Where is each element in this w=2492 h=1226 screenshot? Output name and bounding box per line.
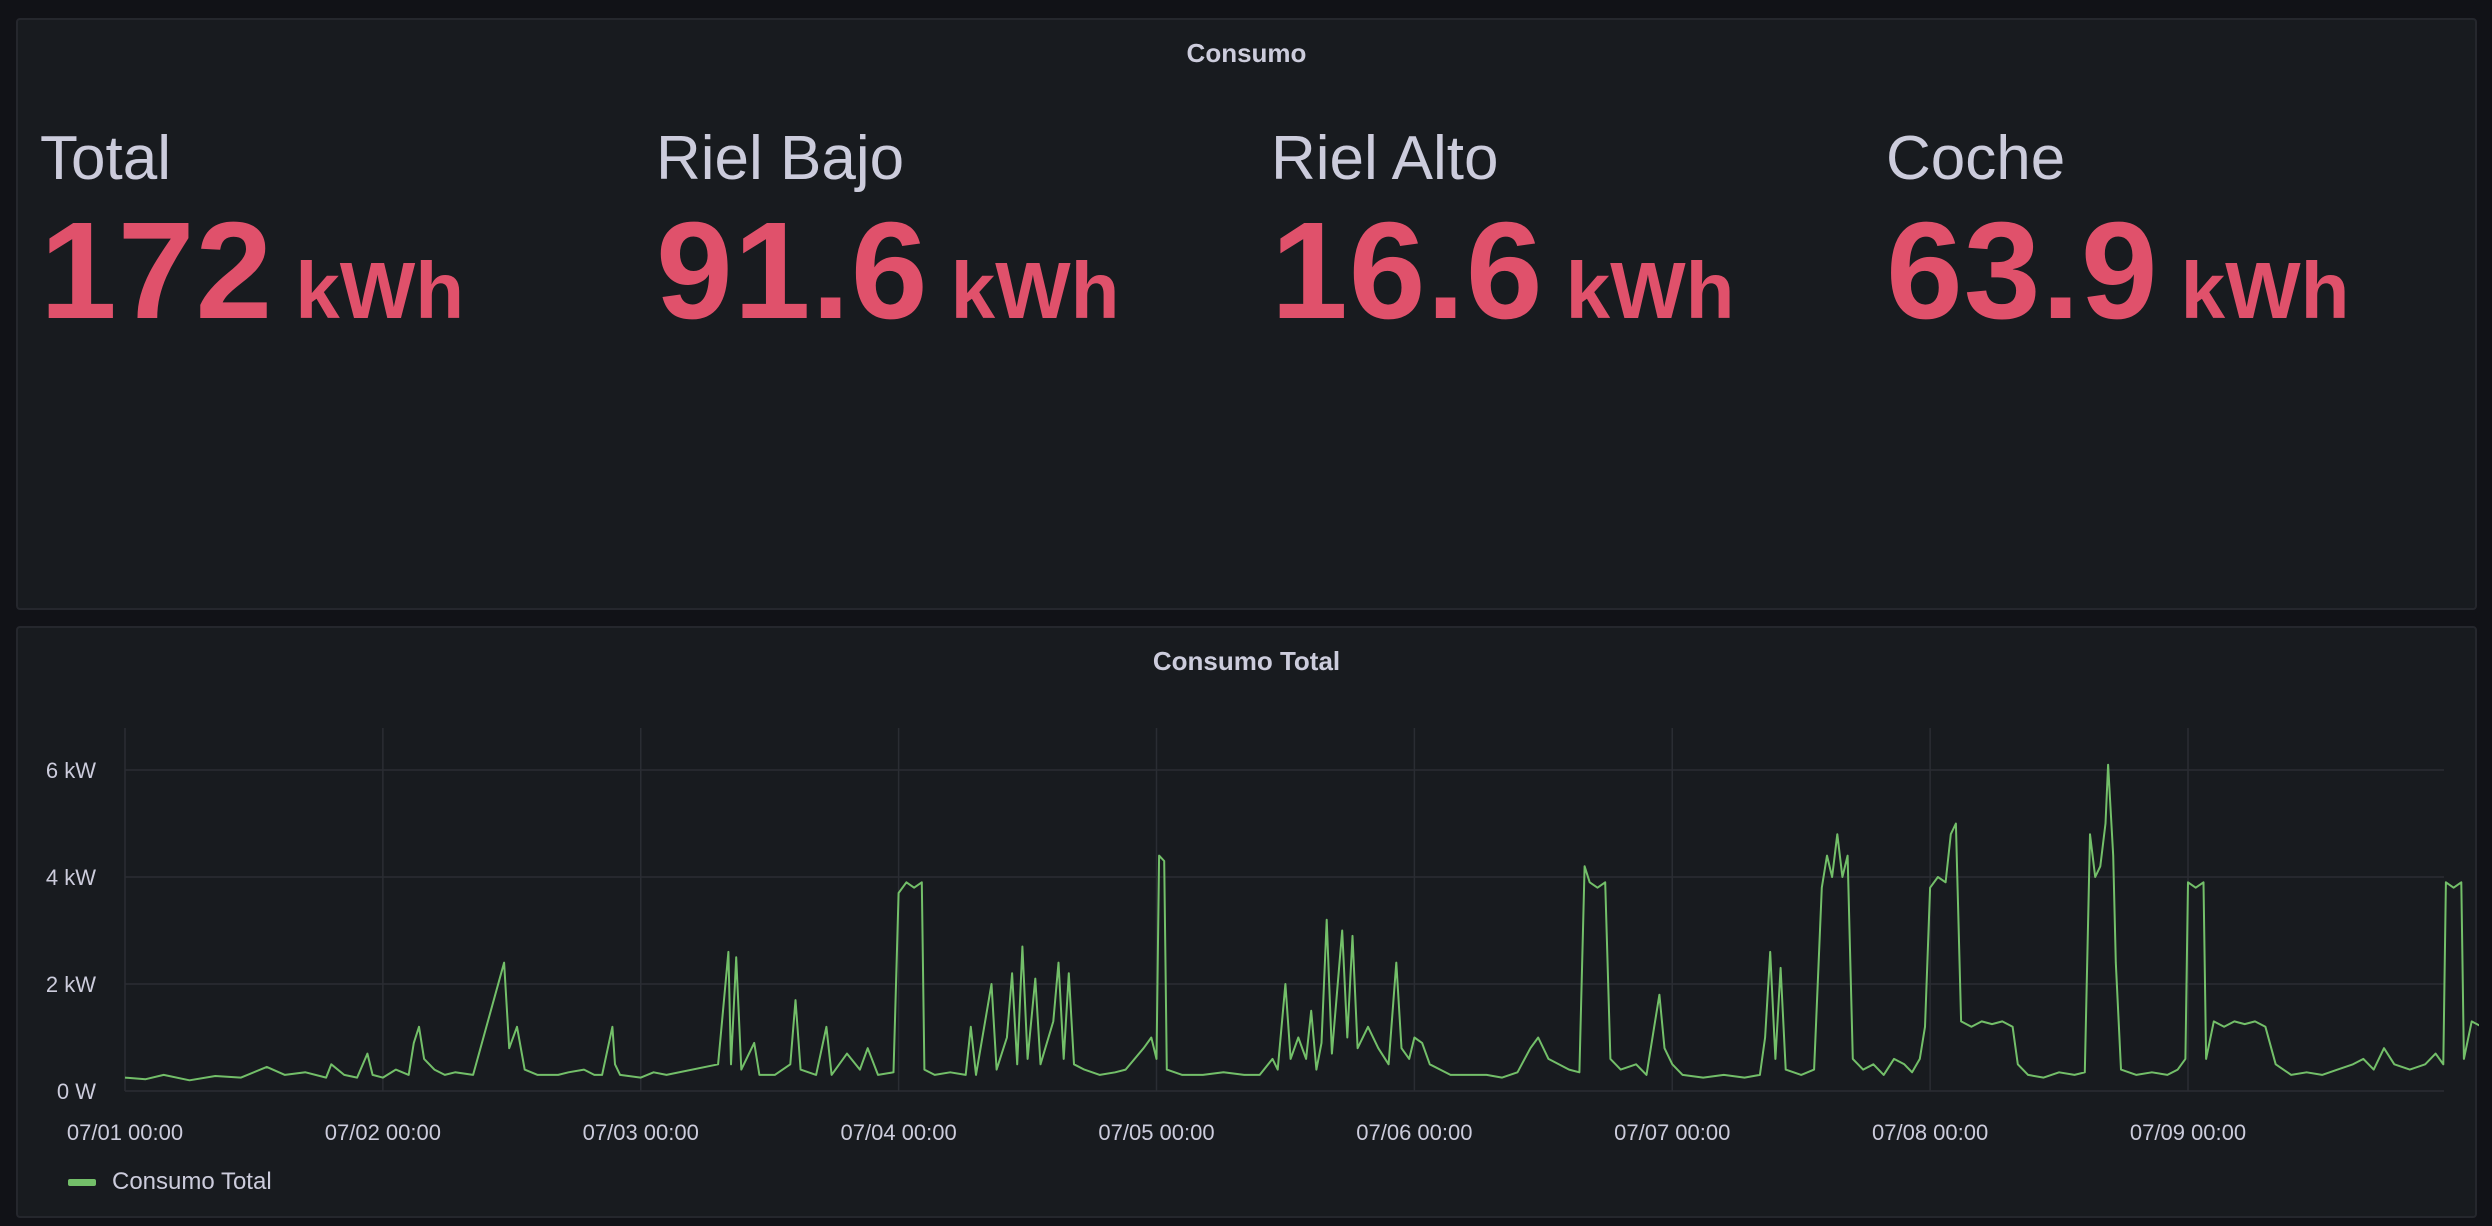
stat-label: Total <box>40 124 171 193</box>
stat-riel-alto: Riel Alto 16.6 kWh <box>1271 110 1871 341</box>
x-tick-label: 07/04 00:00 <box>841 1120 957 1145</box>
stat-panel: Consumo Total 172 kWh Riel Bajo 91.6 kWh Riel … <box>16 18 2477 610</box>
x-tick-label: 07/03 00:00 <box>583 1120 699 1145</box>
stat-number: 63.9 <box>1886 194 2159 348</box>
stat-number: 91.6 <box>656 194 929 348</box>
graph-panel: Consumo Total 0 W 2 kW 4 kW 6 kW 07/01 00:00… <box>16 626 2479 1220</box>
stat-label: Coche <box>1886 124 2066 193</box>
stat-value: 91.6 kWh <box>656 202 1256 340</box>
legend-label[interactable]: Consumo Total <box>112 1168 272 1195</box>
stat-unit: kWh <box>295 246 465 335</box>
x-tick-label: 07/08 00:00 <box>1872 1120 1988 1145</box>
stat-unit: kWh <box>1565 246 1735 335</box>
x-tick-label: 07/02 00:00 <box>325 1120 441 1145</box>
stat-label: Riel Bajo <box>656 124 905 193</box>
y-tick-label: 4 kW <box>46 865 96 890</box>
x-tick-label: 07/01 00:00 <box>67 1120 183 1145</box>
stat-label: Riel Alto <box>1271 124 1499 193</box>
time-series-chart[interactable]: 0 W 2 kW 4 kW 6 kW 07/01 00:00 07/02 00:00 07/… <box>18 628 2479 1220</box>
x-tick-label: 07/06 00:00 <box>1356 1120 1472 1145</box>
y-tick-label: 6 kW <box>46 758 96 783</box>
stat-coche: Coche 63.9 kWh <box>1886 110 2486 341</box>
stat-number: 16.6 <box>1271 194 1544 348</box>
y-tick-label: 2 kW <box>46 972 96 997</box>
stat-value: 63.9 kWh <box>1886 202 2486 340</box>
legend[interactable]: Consumo Total <box>68 1168 272 1196</box>
panel-title[interactable]: Consumo Total <box>1152 646 1341 676</box>
stat-total: Total 172 kWh <box>40 110 640 341</box>
stat-value: 172 kWh <box>40 202 640 340</box>
x-tick-label: 07/05 00:00 <box>1098 1120 1214 1145</box>
legend-swatch <box>68 1178 96 1186</box>
x-tick-label: 07/09 00:00 <box>2130 1120 2246 1145</box>
x-tick-label: 07/07 00:00 <box>1614 1120 1730 1145</box>
y-tick-label: 0 W <box>57 1079 96 1104</box>
stat-unit: kWh <box>950 246 1120 335</box>
stat-value: 16.6 kWh <box>1271 202 1871 340</box>
series-line-consumo-total[interactable] <box>124 763 2479 1082</box>
stat-number: 172 <box>40 194 274 348</box>
stat-unit: kWh <box>2180 246 2350 335</box>
panel-title[interactable]: Consumo <box>1186 38 1307 68</box>
stat-riel-bajo: Riel Bajo 91.6 kWh <box>656 110 1256 341</box>
